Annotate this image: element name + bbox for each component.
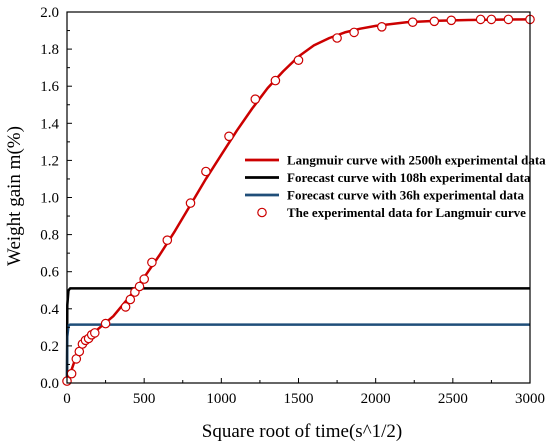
data-point [349, 27, 359, 38]
y-tick-label: 0.8 [40, 228, 59, 244]
series-line-1 [65, 287, 530, 384]
data-point [429, 16, 440, 27]
y-tick-label: 0.4 [40, 302, 59, 318]
y-tick-label: 1.0 [40, 191, 59, 207]
x-axis-title: Square root of time(s^1/2) [202, 421, 402, 442]
data-point [446, 15, 457, 26]
data-point [125, 294, 136, 305]
y-tick-label: 0.2 [40, 339, 59, 355]
y-axis-title: Weight gain m(%) [4, 126, 25, 266]
legend: Langmuir curve with 2500h experimental d… [245, 153, 546, 220]
x-tick-label: 2500 [438, 391, 468, 407]
x-tick-label: 500 [133, 391, 156, 407]
legend-marker-3 [257, 207, 267, 218]
legend-label-2: Forecast curve with 36h experimental dat… [287, 188, 524, 203]
data-point [134, 281, 145, 292]
x-tick-label: 3000 [515, 391, 545, 407]
x-tick-label: 2000 [361, 391, 391, 407]
data-point [201, 166, 211, 177]
y-tick-label: 1.2 [40, 153, 59, 169]
data-point [486, 14, 497, 25]
data-point [332, 33, 342, 43]
data-point [66, 368, 77, 379]
data-point [475, 14, 486, 25]
data-point [503, 14, 514, 25]
y-tick-label: 1.6 [40, 79, 59, 95]
y-tick-label: 0.0 [40, 376, 59, 392]
series-line-2 [65, 323, 530, 384]
data-point [224, 131, 234, 142]
series-line-0 [65, 18, 531, 384]
legend-label-0: Langmuir curve with 2500h experimental d… [287, 153, 546, 168]
data-point [120, 302, 131, 312]
y-tick-label: 1.8 [40, 42, 59, 58]
data-point [376, 21, 387, 32]
legend-label-3: The experimental data for Langmuir curve [287, 205, 526, 220]
axes: 0 500 1000 1500 2000 2500 3000 0.0 0.2 0.4 0.6 0.8 1… [40, 5, 545, 407]
legend-label-1: Forecast curve with 108h experimental da… [287, 170, 531, 185]
y-tick-label: 0.6 [40, 265, 59, 281]
data-point [185, 198, 196, 208]
data-point [139, 274, 149, 284]
data-point [407, 17, 418, 27]
y-tick-label: 1.4 [40, 116, 59, 132]
data-point [90, 328, 100, 338]
data-point [100, 318, 111, 329]
data-point [147, 257, 157, 268]
data-point [293, 55, 304, 65]
data-point [270, 75, 281, 86]
y-tick-label: 2.0 [40, 5, 59, 21]
data-point [250, 94, 261, 104]
data-point [162, 235, 173, 245]
x-tick-label: 0 [63, 391, 71, 407]
x-tick-label: 1000 [206, 391, 236, 407]
x-tick-label: 1500 [284, 391, 314, 407]
